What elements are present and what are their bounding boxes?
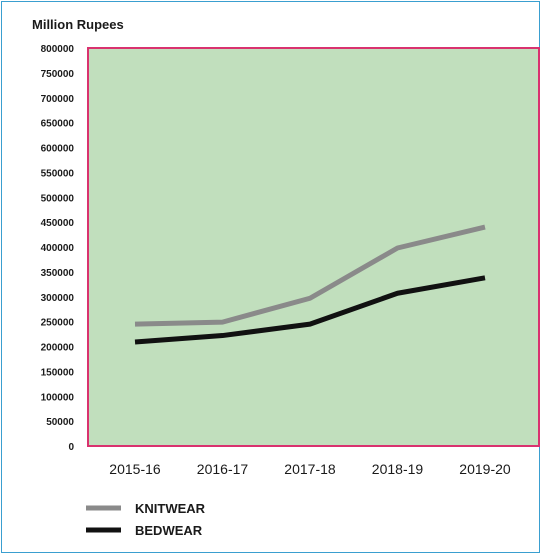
series-line-knitwear [134, 224, 486, 327]
x-tick-label: 2017-18 [284, 461, 336, 477]
y-tick-label: 250000 [41, 318, 75, 329]
x-axis-ticks: 2015-16 2016-17 2017-18 2018-19 2019-20 [109, 461, 511, 477]
y-tick-label: 350000 [41, 268, 75, 279]
y-tick-label: 150000 [41, 367, 75, 378]
y-tick-label: 50000 [46, 417, 74, 428]
legend: KNITWEAR BEDWEAR [86, 501, 206, 538]
y-tick-label: 200000 [41, 343, 75, 354]
y-axis-unit-label: Million Rupees [32, 17, 124, 32]
legend-label-bedwear: BEDWEAR [135, 523, 203, 538]
y-tick-label: 700000 [41, 94, 75, 105]
x-tick-label: 2018-19 [372, 461, 424, 477]
legend-label-knitwear: KNITWEAR [135, 501, 206, 516]
y-tick-label: 750000 [41, 69, 75, 80]
x-tick-label: 2016-17 [197, 461, 249, 477]
series-line-bedwear [134, 275, 486, 345]
y-tick-label: 600000 [41, 144, 75, 155]
y-axis-ticks: 0 50000 100000 150000 200000 250000 300000 3500… [41, 44, 75, 453]
series-lines [134, 224, 486, 345]
y-tick-label: 450000 [41, 218, 75, 229]
y-tick-label: 800000 [41, 44, 75, 55]
y-tick-label: 500000 [41, 193, 75, 204]
plot-area [87, 47, 540, 447]
y-tick-label: 650000 [41, 119, 75, 130]
x-tick-label: 2019-20 [459, 461, 511, 477]
y-tick-label: 300000 [41, 293, 75, 304]
x-tick-label: 2015-16 [109, 461, 161, 477]
y-tick-label: 400000 [41, 243, 75, 254]
y-tick-label: 0 [68, 442, 74, 453]
y-tick-label: 100000 [41, 392, 75, 403]
y-tick-label: 550000 [41, 168, 75, 179]
